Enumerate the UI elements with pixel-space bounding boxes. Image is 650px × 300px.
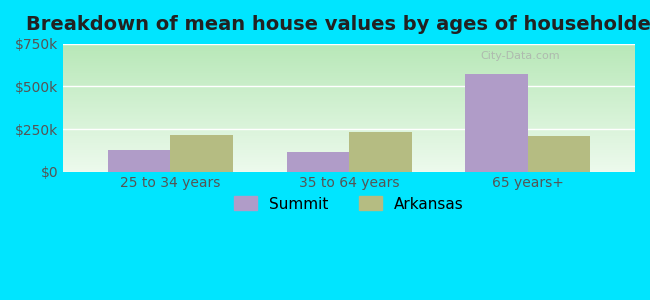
Text: City-Data.com: City-Data.com [481,51,560,61]
Bar [170,135,233,172]
Title: Breakdown of mean house values by ages of householders: Breakdown of mean house values by ages o… [26,15,650,34]
Bar [108,150,170,172]
Bar [465,74,528,172]
Legend: Summit, Arkansas: Summit, Arkansas [228,190,470,217]
Bar [349,132,411,172]
Bar [287,152,349,172]
Bar [528,136,590,172]
